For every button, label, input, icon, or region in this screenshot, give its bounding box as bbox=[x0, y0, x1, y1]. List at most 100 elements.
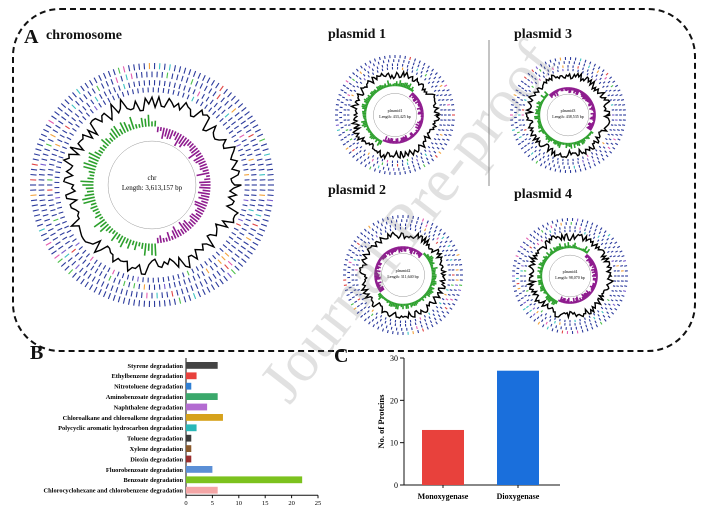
plasmid-4-feature-tick bbox=[546, 326, 549, 330]
plasmid-1-feature-tick bbox=[441, 147, 445, 150]
chromosome-feature-tick bbox=[240, 245, 246, 250]
plasmid-1-gc-skew-mark bbox=[401, 137, 405, 143]
plasmid-3-feature-tick bbox=[527, 72, 531, 76]
plasmid-2-feature-tick bbox=[355, 293, 359, 296]
plasmid-3-gc-skew-mark bbox=[573, 87, 576, 94]
plasmid-3-gc-skew-mark bbox=[588, 122, 595, 126]
plasmid-4-feature-tick bbox=[526, 290, 529, 292]
plasmid-1-gc-skew-mark bbox=[380, 84, 385, 90]
plasmid-3-feature-tick bbox=[539, 158, 542, 162]
chromosome-feature-tick bbox=[131, 275, 134, 281]
plasmid-2-feature-tick bbox=[379, 228, 382, 232]
plasmid-2-feature-tick bbox=[423, 315, 426, 318]
chromosome-gc-skew-mark bbox=[188, 149, 200, 160]
plasmid-3-feature-tick bbox=[607, 94, 611, 97]
plasmid-3-feature-tick bbox=[610, 142, 614, 146]
plasmid-1-feature-tick bbox=[352, 154, 356, 158]
plasmid-2-feature-tick bbox=[438, 302, 442, 305]
plasmid-4-feature-tick bbox=[525, 237, 529, 241]
chromosome-feature-tick bbox=[65, 240, 70, 245]
plasmid-3-gc-skew-mark bbox=[557, 88, 560, 92]
plasmid-3-feature-tick bbox=[593, 163, 596, 167]
chromosome-feature-tick bbox=[231, 244, 236, 249]
chromosome-gc-skew-mark bbox=[174, 132, 180, 141]
plasmid-4-gc-skew-mark bbox=[593, 269, 598, 272]
plasmid-1-feature-tick bbox=[346, 87, 350, 90]
chromosome-feature-tick bbox=[215, 281, 220, 288]
plasmid-3-gc-skew-mark bbox=[537, 124, 543, 128]
plasmid-1-gc-skew-mark bbox=[377, 138, 380, 142]
plasmid-3-feature-tick bbox=[539, 68, 542, 72]
chromosome-feature-tick bbox=[55, 171, 61, 174]
plasmid-3-gc-skew-mark bbox=[537, 100, 543, 105]
chromosome-feature-tick bbox=[32, 209, 39, 212]
chromosome-feature-tick bbox=[251, 174, 257, 176]
plasmid-1-feature-tick bbox=[384, 55, 386, 59]
plasmid-2-feature-tick bbox=[371, 309, 374, 312]
plasmid-1-feature-tick bbox=[382, 166, 385, 170]
plasmid-2-feature-tick bbox=[446, 311, 450, 314]
chromosome-feature-tick bbox=[103, 273, 108, 279]
plasmid-3-feature-tick bbox=[612, 99, 616, 101]
chromosome-feature-tick bbox=[64, 141, 70, 145]
plasmid-3-feature-tick bbox=[618, 124, 622, 126]
plasmid-2-gc-skew-mark bbox=[385, 298, 388, 302]
plasmid-3-feature-tick bbox=[604, 76, 607, 80]
plasmid-4-feature-tick bbox=[549, 319, 552, 322]
chromosome-gc-skew-mark bbox=[199, 166, 208, 171]
plasmid-2-feature-tick bbox=[356, 284, 359, 286]
chromosome-feature-tick bbox=[78, 255, 83, 261]
chromosome-gc-skew-mark bbox=[200, 194, 210, 198]
plasmid-1-feature-tick bbox=[429, 154, 433, 158]
plasmid-2-gc-skew-mark bbox=[416, 299, 420, 303]
plasmid-3-gc-skew-mark bbox=[554, 140, 558, 145]
chromosome-feature-tick bbox=[182, 92, 185, 98]
plasmid-1-feature-tick bbox=[411, 157, 414, 160]
chromosome-feature-tick bbox=[30, 173, 37, 176]
plasmid-4-feature-tick bbox=[615, 250, 619, 253]
chromosome-feature-tick bbox=[65, 125, 70, 130]
chromosome-gc-skew-mark bbox=[87, 177, 94, 180]
plasmid-4-feature-tick bbox=[591, 326, 594, 330]
plasmid-2-feature-tick bbox=[435, 305, 439, 309]
plasmid-3-gc-skew-mark bbox=[589, 107, 596, 111]
plasmid-1-feature-tick bbox=[449, 98, 454, 101]
chromosome-gc-skew-mark bbox=[111, 230, 116, 235]
chromosome-feature-tick bbox=[257, 204, 264, 207]
chromosome-feature-tick bbox=[212, 273, 217, 279]
plasmid-3-feature-tick bbox=[524, 89, 528, 92]
plasmid-1-feature-tick bbox=[368, 65, 371, 69]
plasmid-4-feature-tick bbox=[540, 314, 543, 317]
plasmid-3-feature-tick bbox=[612, 129, 616, 131]
plasmid-3-feature-tick bbox=[548, 162, 551, 166]
chromosome-gc-skew-mark bbox=[156, 126, 159, 133]
chromosome-feature-tick bbox=[57, 138, 63, 143]
chromosome-gc-skew-mark bbox=[83, 165, 96, 171]
chromosome-feature-tick bbox=[230, 95, 236, 101]
category-label: Toluene degradation bbox=[127, 436, 183, 443]
plasmid-4-feature-tick bbox=[609, 294, 613, 297]
plasmid-2-feature-tick bbox=[426, 326, 429, 330]
plasmid-3-feature-tick bbox=[535, 160, 539, 164]
plasmid-3-feature-tick bbox=[522, 133, 525, 136]
plasmid-4-feature-tick bbox=[592, 236, 596, 239]
plasmid-1-feature-tick bbox=[349, 129, 352, 131]
chromosome-gc-skew-mark bbox=[182, 222, 190, 232]
chromosome-feature-tick bbox=[252, 143, 258, 147]
plasmid-4-feature-tick bbox=[551, 220, 554, 224]
chromosome-feature-tick bbox=[254, 218, 260, 222]
plasmid-2-feature-tick bbox=[439, 228, 442, 232]
plasmid-3-feature-tick bbox=[530, 75, 534, 78]
chromosome-feature-tick bbox=[68, 95, 74, 101]
chromosome-feature-tick bbox=[173, 282, 176, 288]
plasmid-2-feature-tick bbox=[417, 329, 420, 334]
plasmid-3-feature-tick bbox=[531, 69, 535, 73]
plasmid-2-feature-tick bbox=[359, 254, 362, 257]
chromosome-feature-tick bbox=[166, 291, 169, 298]
plasmid-1-feature-tick bbox=[352, 78, 355, 82]
plasmid-2-map bbox=[343, 215, 463, 335]
plasmid-1-feature-tick bbox=[445, 98, 449, 101]
plasmid-1-feature-tick bbox=[348, 104, 351, 106]
chromosome-feature-tick bbox=[212, 254, 217, 260]
chromosome-feature-tick bbox=[84, 82, 89, 89]
